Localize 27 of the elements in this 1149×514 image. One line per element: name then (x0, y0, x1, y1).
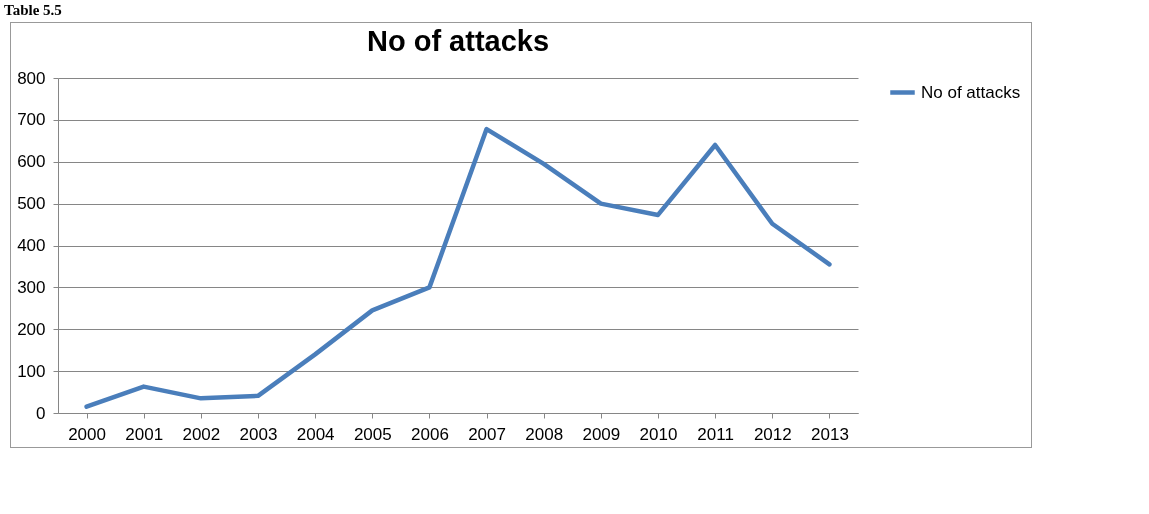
x-tick-label: 2005 (353, 424, 392, 444)
caption: Table 5.5 (3, 1, 63, 20)
x-tick-label: 2012 (753, 424, 792, 444)
x-tick-label: 2000 (68, 424, 106, 444)
line-series (84, 126, 832, 409)
x-tick-label: 2008 (525, 424, 564, 444)
x-tick-label: 2007 (468, 424, 506, 444)
y-tick-label: 700 (17, 110, 46, 130)
y-tick-label: 400 (17, 236, 46, 255)
x-tick-label: 2013 (811, 424, 849, 444)
y-tick-label: 300 (17, 277, 46, 297)
x-tick-label: 2001 (125, 424, 164, 444)
y-tick-label: 100 (17, 361, 46, 381)
x-tick-label: 2011 (697, 424, 734, 444)
y-tick-label: 200 (17, 319, 46, 339)
y-tick-label: 800 (17, 68, 46, 88)
legend-label: No of attacks (921, 82, 1021, 102)
x-tick-label: 2002 (182, 424, 221, 444)
x-tick-label: 2004 (296, 424, 335, 444)
chart-title: No of attacks (366, 25, 550, 57)
y-tick-label: 0 (36, 403, 46, 423)
x-tick-label: 2006 (411, 424, 449, 444)
x-tick-label: 2009 (582, 424, 621, 444)
x-tick-label: 2010 (639, 424, 678, 444)
y-tick-label: 600 (17, 152, 46, 172)
y-tick-label: 500 (17, 194, 46, 214)
x-tick-label: 2003 (239, 424, 278, 444)
